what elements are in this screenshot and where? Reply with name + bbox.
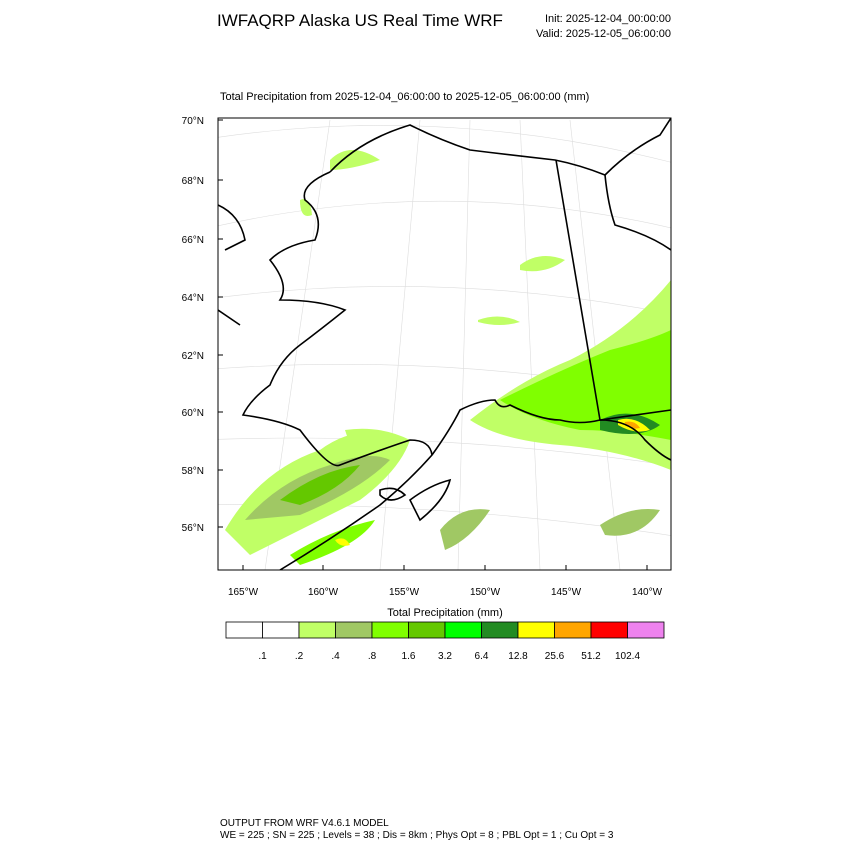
colorbar-box — [444, 621, 482, 639]
colorbar-label: .8 — [368, 651, 377, 662]
colorbar-box — [262, 621, 300, 639]
colorbar-label: .4 — [331, 651, 340, 662]
lat-label: 58°N — [182, 466, 204, 477]
colorbar-box — [481, 621, 519, 639]
map-title: Total Precipitation from 2025-12-04_06:0… — [220, 91, 589, 103]
colorbar-label: 51.2 — [581, 651, 601, 662]
colorbar-box — [225, 621, 263, 639]
lon-label: 145°W — [551, 587, 582, 598]
lon-label: 150°W — [470, 587, 501, 598]
colorbar-box — [335, 621, 373, 639]
lat-label: 60°N — [182, 408, 204, 419]
colorbar-label: .2 — [295, 651, 304, 662]
lat-label: 62°N — [182, 351, 204, 362]
colorbar-box — [371, 621, 409, 639]
colorbar: .1 .2 .4 .8 1.6 3.2 6.4 12.8 25.6 51.2 102.4 — [225, 621, 665, 662]
colorbar-label: 25.6 — [545, 651, 565, 662]
lat-label: 68°N — [182, 176, 204, 187]
colorbar-label: 3.2 — [438, 651, 452, 662]
colorbar-box — [554, 621, 592, 639]
lat-label: 64°N — [182, 293, 204, 304]
lat-label: 66°N — [182, 235, 204, 246]
lat-labels: 70°N 68°N 66°N 64°N 62°N 60°N 58°N 56°N — [182, 116, 223, 534]
colorbar-box — [627, 621, 665, 639]
colorbar-label: 6.4 — [475, 651, 489, 662]
colorbar-box — [590, 621, 628, 639]
lon-label: 165°W — [228, 587, 259, 598]
colorbar-label: 12.8 — [508, 651, 528, 662]
lon-labels: 165°W 160°W 155°W 150°W 145°W 140°W — [228, 565, 663, 598]
init-time: Init: 2025-12-04_00:00:00 — [545, 13, 671, 25]
colorbar-title: Total Precipitation (mm) — [387, 607, 503, 619]
map-area — [218, 118, 671, 570]
footer-line: OUTPUT FROM WRF V4.6.1 MODEL — [220, 818, 389, 829]
lat-label: 56°N — [182, 523, 204, 534]
colorbar-label: 102.4 — [615, 651, 640, 662]
colorbar-box — [517, 621, 555, 639]
colorbar-label: 1.6 — [402, 651, 416, 662]
colorbar-label: .1 — [258, 651, 267, 662]
map-frame — [217, 117, 672, 571]
valid-time: Valid: 2025-12-05_06:00:00 — [536, 28, 671, 40]
lon-label: 160°W — [308, 587, 339, 598]
colorbar-box — [298, 621, 336, 639]
coastlines — [218, 118, 671, 570]
lat-label: 70°N — [182, 116, 204, 127]
graticule — [218, 119, 671, 570]
colorbar-box — [408, 621, 446, 639]
footer-line: WE = 225 ; SN = 225 ; Levels = 38 ; Dis … — [220, 830, 614, 841]
lon-label: 155°W — [389, 587, 420, 598]
main-title: IWFAQRP Alaska US Real Time WRF — [217, 11, 503, 30]
lon-label: 140°W — [632, 587, 663, 598]
